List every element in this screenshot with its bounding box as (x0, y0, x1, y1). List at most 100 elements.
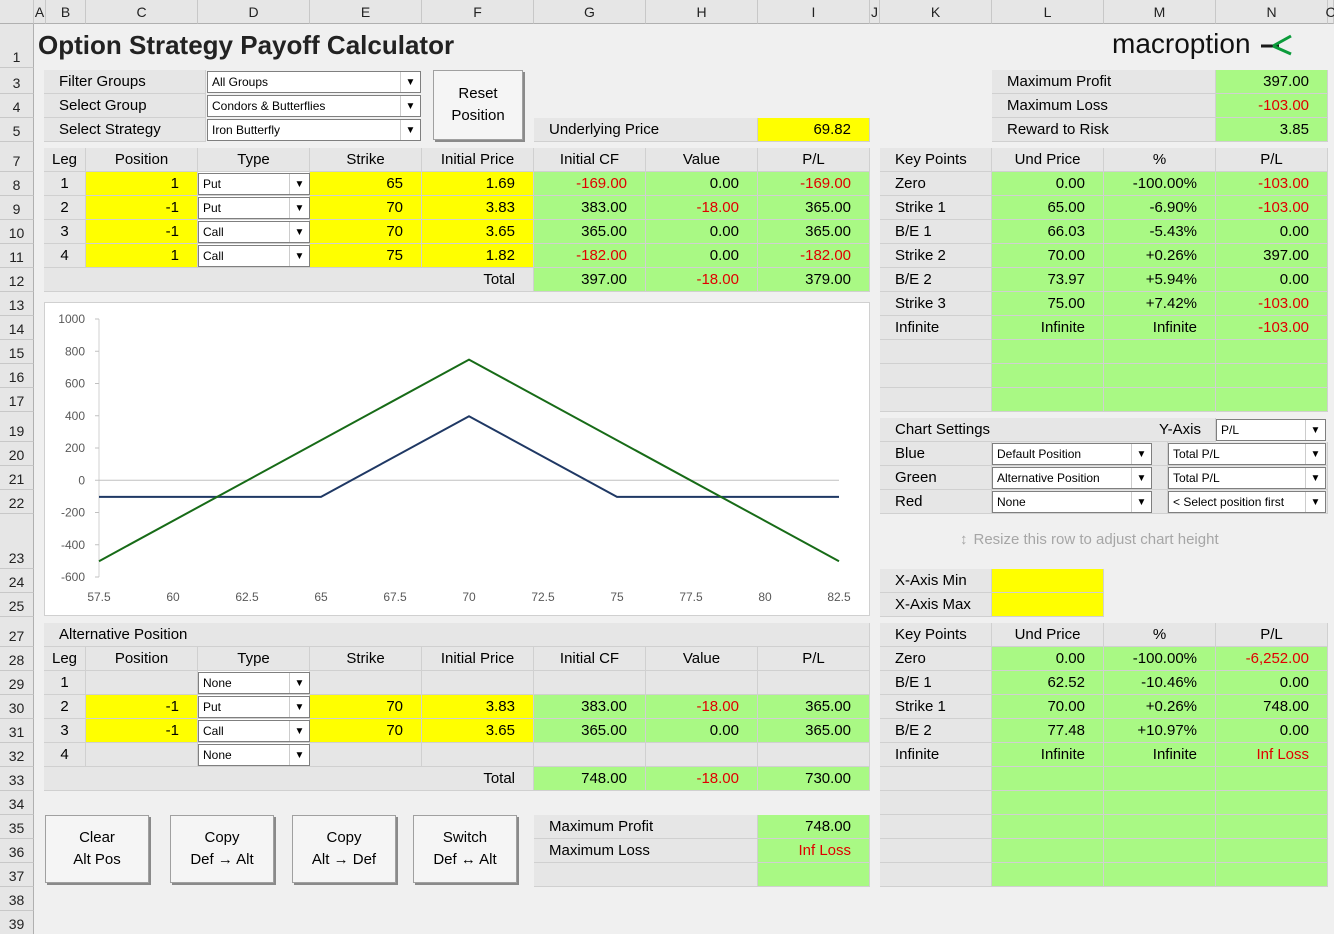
chevron-down-icon[interactable]: ▼ (289, 198, 309, 218)
position-input[interactable]: 1 (86, 172, 198, 196)
alt-type-dropdown[interactable]: None ▼ (198, 744, 310, 766)
chart-position-dropdown[interactable]: Default Position ▼ (992, 443, 1152, 465)
column-header-col-D[interactable]: D (198, 0, 310, 24)
row-header[interactable]: 13 (0, 292, 34, 316)
select-all-corner[interactable] (0, 0, 34, 24)
column-header-col-K[interactable]: K (880, 0, 992, 24)
copy-def-to-alt-button[interactable]: Copy Def → Alt (170, 815, 274, 883)
chevron-down-icon[interactable]: ▼ (289, 673, 309, 693)
row-header[interactable]: 10 (0, 220, 34, 244)
strike-input[interactable]: 75 (310, 244, 422, 268)
row-header[interactable]: 35 (0, 815, 34, 839)
chart-metric-dropdown[interactable]: < Select position first ▼ (1168, 491, 1326, 513)
alt-price-input[interactable]: 3.83 (422, 695, 534, 719)
alt-position-input[interactable] (86, 743, 198, 767)
select-strategy-dropdown[interactable]: Iron Butterfly ▼ (207, 119, 421, 141)
row-header[interactable]: 39 (0, 911, 34, 934)
row-header[interactable]: 22 (0, 490, 34, 514)
row-header[interactable]: 37 (0, 863, 34, 887)
column-header-col-N[interactable]: N (1216, 0, 1328, 24)
alt-price-input[interactable] (422, 743, 534, 767)
row-header[interactable]: 5 (0, 118, 34, 142)
strike-input[interactable]: 70 (310, 196, 422, 220)
row-header[interactable]: 7 (0, 142, 34, 172)
select-group-dropdown[interactable]: Condors & Butterflies ▼ (207, 95, 421, 117)
column-header-col-I[interactable]: I (758, 0, 870, 24)
chevron-down-icon[interactable]: ▼ (1131, 492, 1151, 512)
strike-input[interactable]: 65 (310, 172, 422, 196)
alt-strike-input[interactable]: 70 (310, 695, 422, 719)
chevron-down-icon[interactable]: ▼ (1305, 492, 1325, 512)
row-header[interactable]: 12 (0, 268, 34, 292)
chevron-down-icon[interactable]: ▼ (1305, 468, 1325, 488)
alt-position-input[interactable]: -1 (86, 695, 198, 719)
row-header[interactable]: 23 (0, 514, 34, 569)
row-header[interactable]: 25 (0, 593, 34, 617)
column-header-col-C[interactable]: C (86, 0, 198, 24)
chevron-down-icon[interactable]: ▼ (289, 697, 309, 717)
row-header[interactable]: 4 (0, 94, 34, 118)
chevron-down-icon[interactable]: ▼ (289, 222, 309, 242)
row-header[interactable]: 14 (0, 316, 34, 340)
type-dropdown[interactable]: Call ▼ (198, 245, 310, 267)
chevron-down-icon[interactable]: ▼ (400, 96, 420, 116)
row-header[interactable]: 3 (0, 68, 34, 94)
row-header[interactable]: 36 (0, 839, 34, 863)
switch-def-alt-button[interactable]: Switch Def ↔ Alt (413, 815, 517, 883)
row-header[interactable]: 19 (0, 412, 34, 442)
row-header[interactable]: 8 (0, 172, 34, 196)
row-header[interactable]: 17 (0, 388, 34, 412)
row-header[interactable]: 21 (0, 466, 34, 490)
chevron-down-icon[interactable]: ▼ (400, 120, 420, 140)
alt-price-input[interactable]: 3.65 (422, 719, 534, 743)
row-header[interactable]: 33 (0, 767, 34, 791)
row-header[interactable]: 15 (0, 340, 34, 364)
chart-metric-dropdown[interactable]: Total P/L ▼ (1168, 467, 1326, 489)
column-header-col-E[interactable]: E (310, 0, 422, 24)
row-header[interactable]: 24 (0, 569, 34, 593)
row-header[interactable]: 30 (0, 695, 34, 719)
alt-position-input[interactable]: -1 (86, 719, 198, 743)
column-header-col-F[interactable]: F (422, 0, 534, 24)
column-header-col-L[interactable]: L (992, 0, 1104, 24)
position-input[interactable]: -1 (86, 196, 198, 220)
column-header-col-B[interactable]: B (46, 0, 86, 24)
row-header[interactable]: 11 (0, 244, 34, 268)
row-header[interactable]: 27 (0, 617, 34, 647)
chart-position-dropdown[interactable]: None ▼ (992, 491, 1152, 513)
row-header[interactable]: 38 (0, 887, 34, 911)
column-header-col-A[interactable]: A (34, 0, 46, 24)
chevron-down-icon[interactable]: ▼ (1131, 468, 1151, 488)
reset-position-button[interactable]: Reset Position (433, 70, 523, 140)
row-header[interactable]: 28 (0, 647, 34, 671)
alt-type-dropdown[interactable]: Call ▼ (198, 720, 310, 742)
chart-position-dropdown[interactable]: Alternative Position ▼ (992, 467, 1152, 489)
chevron-down-icon[interactable]: ▼ (1305, 444, 1325, 464)
alt-type-dropdown[interactable]: None ▼ (198, 672, 310, 694)
column-header-col-H[interactable]: H (646, 0, 758, 24)
row-header[interactable]: 20 (0, 442, 34, 466)
row-header[interactable]: 1 (0, 24, 34, 68)
column-header-col-O[interactable]: C (1325, 0, 1334, 24)
row-header[interactable]: 9 (0, 196, 34, 220)
chart-metric-dropdown[interactable]: Total P/L ▼ (1168, 443, 1326, 465)
type-dropdown[interactable]: Call ▼ (198, 221, 310, 243)
alt-strike-input[interactable] (310, 671, 422, 695)
alt-type-dropdown[interactable]: Put ▼ (198, 696, 310, 718)
copy-alt-to-def-button[interactable]: Copy Alt → Def (292, 815, 396, 883)
column-header-col-G[interactable]: G (534, 0, 646, 24)
row-header[interactable]: 16 (0, 364, 34, 388)
initial-price-input[interactable]: 1.82 (422, 244, 534, 268)
strike-input[interactable]: 70 (310, 220, 422, 244)
type-dropdown[interactable]: Put ▼ (198, 197, 310, 219)
initial-price-input[interactable]: 1.69 (422, 172, 534, 196)
chevron-down-icon[interactable]: ▼ (289, 745, 309, 765)
underlying-price-input[interactable]: 69.82 (758, 118, 870, 142)
chevron-down-icon[interactable]: ▼ (1305, 420, 1325, 440)
chevron-down-icon[interactable]: ▼ (289, 721, 309, 741)
x-axis-min-input[interactable] (992, 569, 1104, 593)
filter-groups-dropdown[interactable]: All Groups ▼ (207, 71, 421, 93)
x-axis-max-input[interactable] (992, 593, 1104, 617)
alt-price-input[interactable] (422, 671, 534, 695)
y-axis-dropdown[interactable]: P/L ▼ (1216, 419, 1326, 441)
